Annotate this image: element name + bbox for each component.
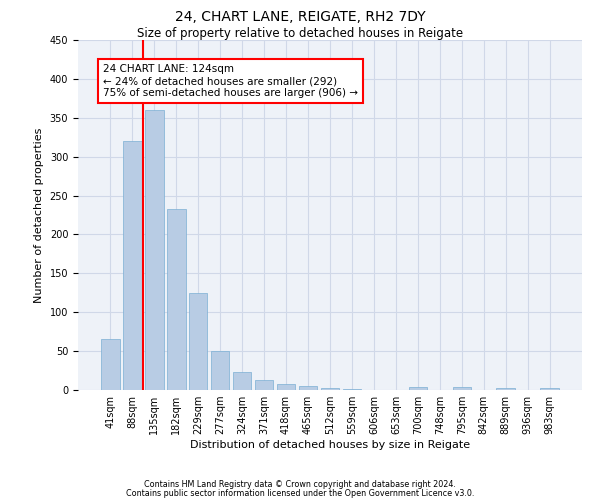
Bar	[211, 351, 229, 390]
Text: 24 CHART LANE: 124sqm
← 24% of detached houses are smaller (292)
75% of semi-det: 24 CHART LANE: 124sqm ← 24% of detached …	[103, 64, 358, 98]
Bar	[496, 388, 515, 390]
Bar	[255, 380, 274, 390]
Bar	[277, 384, 295, 390]
Text: Size of property relative to detached houses in Reigate: Size of property relative to detached ho…	[137, 28, 463, 40]
Bar	[320, 388, 340, 390]
Bar	[343, 389, 361, 390]
Bar	[189, 293, 208, 390]
Bar	[452, 387, 471, 390]
Bar	[233, 372, 251, 390]
Y-axis label: Number of detached properties: Number of detached properties	[34, 128, 44, 302]
Bar	[167, 209, 185, 390]
Text: 24, CHART LANE, REIGATE, RH2 7DY: 24, CHART LANE, REIGATE, RH2 7DY	[175, 10, 425, 24]
Text: Contains HM Land Registry data © Crown copyright and database right 2024.: Contains HM Land Registry data © Crown c…	[144, 480, 456, 489]
Bar	[123, 141, 142, 390]
Text: Contains public sector information licensed under the Open Government Licence v3: Contains public sector information licen…	[126, 489, 474, 498]
Bar	[541, 388, 559, 390]
Bar	[299, 386, 317, 390]
Bar	[409, 387, 427, 390]
X-axis label: Distribution of detached houses by size in Reigate: Distribution of detached houses by size …	[190, 440, 470, 450]
Bar	[101, 340, 119, 390]
Bar	[145, 110, 164, 390]
